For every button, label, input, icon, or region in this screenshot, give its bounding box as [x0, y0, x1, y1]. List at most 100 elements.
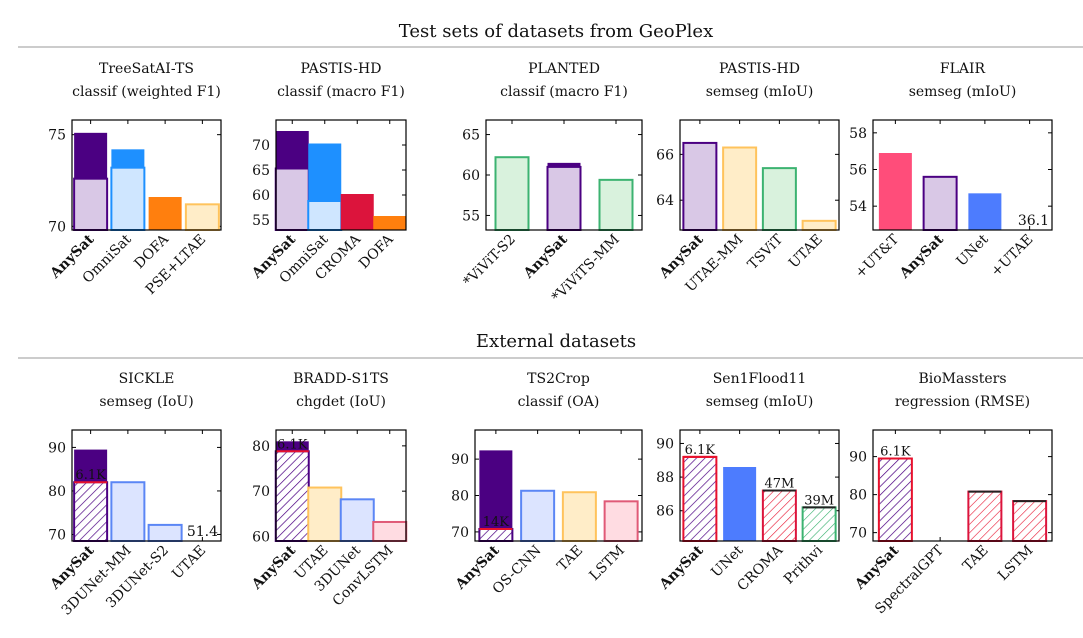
x-tick-label: +UT&T [852, 231, 902, 281]
section-title: External datasets [476, 331, 636, 352]
x-tick-label: AnySat [248, 542, 299, 593]
chart-title: PASTIS-HD [301, 61, 382, 77]
x-tick-label: +UTAE [988, 232, 1036, 280]
y-tick-label: 80 [849, 488, 867, 504]
chart-panel: Sen1Flood11 semseg (mIoU) 86 88 90 6.1K AnySat… [656, 371, 840, 594]
x-tick-label: TAE [960, 543, 992, 575]
x-tick-label: Prithvi [781, 542, 826, 587]
axes-frame [71, 119, 222, 231]
y-tick-label: 70 [849, 526, 867, 542]
x-tick-label: UTAE [786, 232, 826, 272]
axes-frame [71, 429, 222, 542]
bar [682, 141, 718, 232]
chart-subtitle: classif (OA) [518, 394, 600, 410]
y-tick-label: 80 [48, 484, 66, 500]
axes-frame [679, 119, 840, 231]
bar-lower [110, 166, 146, 232]
bar [561, 491, 597, 542]
bar-lower [73, 177, 109, 232]
chart-subtitle: classif (macro F1) [277, 84, 405, 100]
bar [494, 156, 530, 232]
y-tick-label: 65 [252, 163, 270, 179]
chart-title: PLANTED [528, 61, 600, 77]
chart-title: TS2Crop [527, 371, 590, 387]
bar-upper [275, 131, 309, 169]
y-tick-label: 54 [849, 199, 867, 215]
chart-title: BioMassters [918, 371, 1006, 387]
y-tick-label: 86 [656, 504, 674, 520]
bar-upper [74, 132, 108, 179]
x-tick-label: AnySat [520, 231, 571, 282]
bar-upper [74, 449, 108, 483]
chart-subtitle: chgdet (IoU) [296, 394, 386, 410]
chart-panel: PLANTED classif (macro F1) 55 60 65 *ViViT-S2… [461, 61, 643, 305]
chart-subtitle: semseg (mIoU) [706, 84, 814, 100]
bar [722, 146, 758, 231]
chart-title: TreeSatAI-TS [99, 61, 194, 77]
data-label: 6.1K [685, 443, 716, 458]
y-tick-label: 64 [656, 193, 674, 209]
x-tick-label: UNet [954, 231, 992, 269]
bar [682, 455, 718, 542]
x-tick-label: LSTM [995, 543, 1036, 584]
chart-title: BRADD-S1TS [293, 371, 389, 387]
y-tick-label: 75 [48, 128, 66, 144]
chart-title: FLAIR [940, 61, 986, 77]
bar [603, 500, 639, 542]
chart-subtitle: classif (weighted F1) [72, 84, 221, 100]
bar-lower [274, 167, 310, 231]
bar-lower [73, 481, 109, 542]
x-tick-label: *ViViT-S2 [461, 232, 519, 290]
chart-subtitle: semseg (mIoU) [909, 84, 1017, 100]
y-tick-label: 60 [462, 168, 480, 184]
x-tick-label: TSViT [745, 231, 787, 273]
bar [147, 523, 183, 542]
chart-subtitle: classif (macro F1) [500, 84, 628, 100]
y-tick-label: 70 [451, 525, 469, 541]
bar-lower [478, 527, 514, 543]
axes-frame [679, 429, 840, 542]
bar [1012, 500, 1048, 542]
x-tick-label: AnySat [896, 231, 947, 282]
chart-title: Sen1Flood11 [713, 371, 807, 387]
bar [968, 193, 1002, 230]
bar-lower [546, 165, 582, 231]
y-tick-label: 88 [656, 470, 674, 486]
bar-upper [547, 162, 581, 167]
bar [877, 457, 913, 543]
chart-subtitle: regression (RMSE) [895, 394, 1030, 410]
data-label: 6.1K [277, 437, 308, 452]
y-tick-label: 80 [252, 439, 270, 455]
data-label: 14K [483, 515, 510, 530]
x-tick-label: TAE [554, 543, 586, 575]
chart-subtitle: semseg (mIoU) [706, 394, 814, 410]
y-tick-label: 65 [462, 128, 480, 144]
y-tick-label: 56 [849, 163, 867, 179]
bar [922, 175, 958, 231]
y-tick-label: 80 [451, 489, 469, 505]
axes-frame [485, 119, 643, 231]
bar [340, 194, 374, 230]
y-tick-label: 66 [656, 147, 674, 163]
bar-upper [275, 441, 309, 452]
y-tick-label: 70 [48, 527, 66, 543]
axes-frame [275, 119, 407, 231]
bar [598, 178, 634, 231]
bar [761, 489, 797, 542]
axes-frame [474, 429, 643, 542]
y-tick-label: 60 [252, 188, 270, 204]
data-label: 39M [804, 493, 834, 508]
data-label: 6.1K [880, 445, 911, 460]
bar [372, 520, 408, 543]
data-label: 6.1K [75, 468, 106, 483]
chart-title: SICKLE [119, 371, 175, 387]
chart-title: PASTIS-HD [719, 61, 800, 77]
x-tick-label: AnySat [656, 542, 707, 593]
